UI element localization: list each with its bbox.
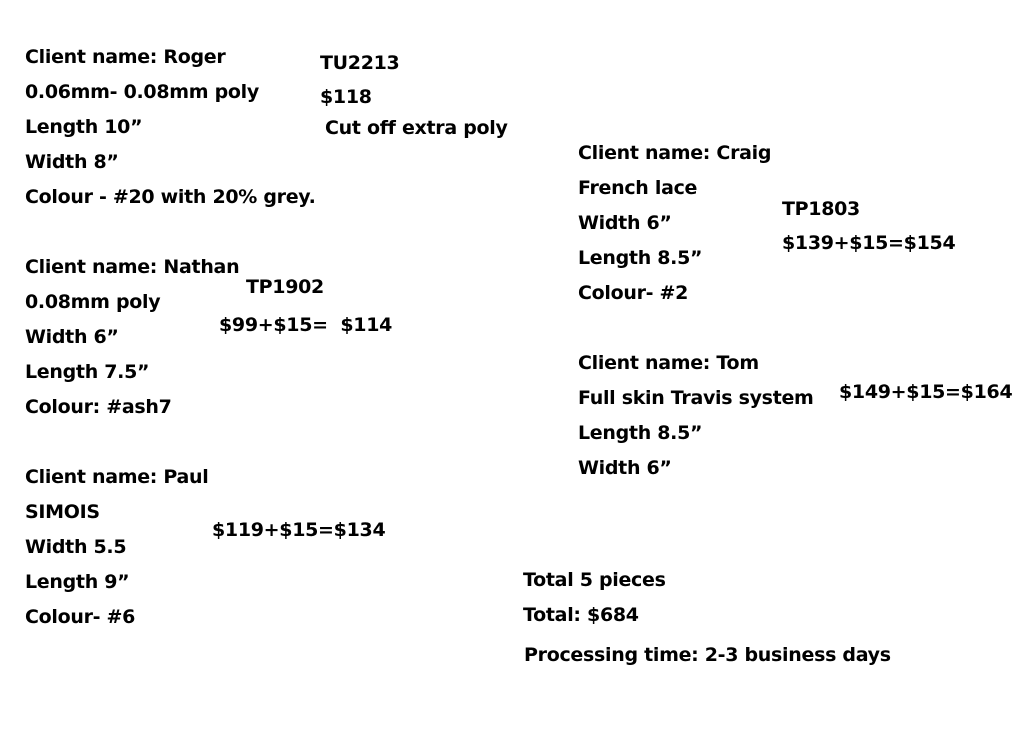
client-name: Client name: Paul bbox=[25, 466, 209, 488]
width: Width 5.5 bbox=[25, 536, 127, 558]
product-code: TP1803 bbox=[782, 198, 860, 220]
client-name: Client name: Craig bbox=[578, 142, 772, 164]
length: Length 9” bbox=[25, 571, 130, 593]
product-code: TP1902 bbox=[246, 276, 324, 298]
note: Cut off extra poly bbox=[325, 117, 508, 139]
material: SIMOIS bbox=[25, 501, 100, 523]
total-amount: Total: $684 bbox=[523, 604, 639, 626]
processing-time: Processing time: 2-3 business days bbox=[524, 644, 891, 666]
price: $118 bbox=[320, 86, 372, 108]
price: $139+$15=$154 bbox=[782, 232, 956, 254]
length: Length 8.5” bbox=[578, 422, 703, 444]
width: Width 6” bbox=[25, 326, 119, 348]
colour: Colour- #6 bbox=[25, 606, 136, 628]
width: Width 8” bbox=[25, 151, 119, 173]
price: $119+$15=$134 bbox=[212, 519, 386, 541]
price: $149+$15=$164 bbox=[839, 381, 1013, 403]
client-name: Client name: Tom bbox=[578, 352, 759, 374]
client-name: Client name: Roger bbox=[25, 46, 226, 68]
width: Width 6” bbox=[578, 212, 672, 234]
material: Full skin Travis system bbox=[578, 387, 814, 409]
length: Length 10” bbox=[25, 116, 143, 138]
product-code: TU2213 bbox=[320, 52, 400, 74]
client-name: Client name: Nathan bbox=[25, 256, 240, 278]
length: Length 7.5” bbox=[25, 361, 150, 383]
length: Length 8.5” bbox=[578, 247, 703, 269]
material: French lace bbox=[578, 177, 698, 199]
width: Width 6” bbox=[578, 457, 672, 479]
material: 0.08mm poly bbox=[25, 291, 161, 313]
colour: Colour: #ash7 bbox=[25, 396, 172, 418]
total-pieces: Total 5 pieces bbox=[523, 569, 666, 591]
colour: Colour - #20 with 20% grey. bbox=[25, 186, 316, 208]
price: $99+$15= $114 bbox=[219, 314, 393, 336]
material: 0.06mm- 0.08mm poly bbox=[25, 81, 259, 103]
colour: Colour- #2 bbox=[578, 282, 689, 304]
